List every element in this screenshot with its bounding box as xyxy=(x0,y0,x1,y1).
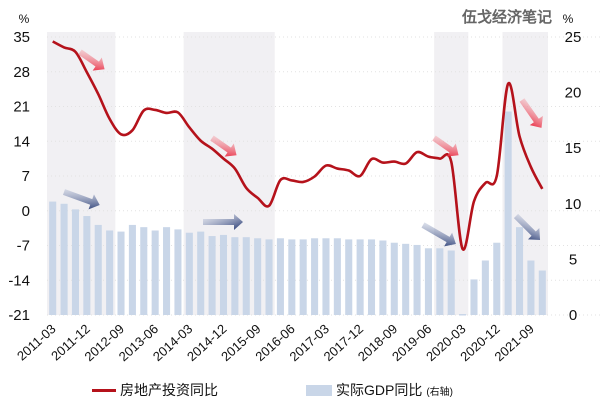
right-unit: % xyxy=(563,12,574,26)
legend-bar-note: (右轴) xyxy=(426,386,454,398)
gdp-bar xyxy=(288,239,296,315)
left-unit: % xyxy=(19,12,30,26)
gdp-bar xyxy=(128,224,136,315)
gdp-bar xyxy=(254,238,262,315)
gdp-bar xyxy=(60,203,68,315)
gdp-bar xyxy=(413,244,421,315)
bar-swatch xyxy=(306,384,332,396)
gdp-bar xyxy=(185,232,193,315)
gdp-bar xyxy=(197,231,205,315)
shaded-period xyxy=(47,32,116,315)
gdp-bar xyxy=(208,236,216,315)
right-axis-tick: 0 xyxy=(569,307,577,324)
gdp-bar xyxy=(527,260,535,315)
gdp-bar xyxy=(163,227,171,315)
gdp-bar xyxy=(402,243,410,315)
left-axis-tick: 35 xyxy=(13,29,30,46)
right-axis-tick: 25 xyxy=(565,29,582,46)
right-axis-tick: 5 xyxy=(569,251,577,268)
gdp-bar xyxy=(447,250,455,315)
gdp-bar xyxy=(94,224,102,315)
gdp-bar xyxy=(151,230,159,315)
red-arrow-icon xyxy=(432,135,459,157)
gdp-bar xyxy=(299,239,307,315)
left-axis-tick: -21 xyxy=(8,307,30,324)
gdp-bar xyxy=(356,239,364,315)
gdp-bar xyxy=(493,242,501,315)
legend-bar: 实际GDP同比 (右轴) xyxy=(306,380,453,400)
red-arrow-icon xyxy=(519,98,543,128)
gdp-bar xyxy=(242,237,250,315)
left-axis-tick: -7 xyxy=(17,238,30,255)
gdp-bar xyxy=(459,314,467,316)
gdp-bar xyxy=(322,238,330,315)
legend-line: 房地产投资同比 xyxy=(92,380,218,400)
navy-arrow-icon xyxy=(513,213,541,241)
legend-line-label: 房地产投资同比 xyxy=(120,382,218,398)
gdp-bar xyxy=(174,229,182,315)
legend-bar-label: 实际GDP同比 xyxy=(336,382,423,398)
gdp-bar xyxy=(345,239,353,315)
left-axis-tick: 21 xyxy=(13,99,30,116)
gdp-bar xyxy=(276,238,284,315)
gdp-bar xyxy=(117,231,125,315)
right-axis-tick: 20 xyxy=(565,85,582,102)
left-axis-tick: -14 xyxy=(8,272,30,289)
right-axis-tick: 10 xyxy=(565,196,582,213)
line-swatch xyxy=(92,388,116,392)
gdp-bar xyxy=(83,216,91,315)
gdp-bar xyxy=(367,239,376,315)
gdp-bar xyxy=(424,248,432,315)
gdp-bar xyxy=(140,227,148,315)
red-arrow-icon xyxy=(78,49,105,71)
gdp-bar xyxy=(470,279,478,315)
gdp-bar xyxy=(106,230,114,315)
gdp-bar xyxy=(390,242,398,315)
left-axis-tick: 28 xyxy=(13,64,30,81)
gdp-bar xyxy=(71,209,79,315)
investment-line xyxy=(52,40,544,251)
left-axis-tick: 14 xyxy=(13,133,30,150)
gdp-bar xyxy=(219,234,228,315)
gdp-bar xyxy=(49,201,57,315)
navy-arrow-icon xyxy=(203,214,243,230)
watermark: 伍戈经济笔记 xyxy=(461,8,552,26)
gdp-bar xyxy=(538,270,546,315)
gdp-bar xyxy=(481,260,489,315)
right-axis-tick: 15 xyxy=(565,140,582,157)
gdp-bar xyxy=(265,239,273,315)
left-axis-tick: 7 xyxy=(22,168,30,185)
gdp-bar xyxy=(379,240,387,315)
left-axis-tick: 0 xyxy=(22,203,30,220)
navy-arrow-icon xyxy=(421,222,456,247)
navy-arrow-icon xyxy=(62,189,100,210)
gdp-bar xyxy=(231,237,239,315)
gdp-bar xyxy=(436,248,444,315)
gdp-bar xyxy=(333,238,341,315)
red-arrow-icon xyxy=(210,135,237,157)
gdp-bar xyxy=(311,238,319,315)
gdp-bar xyxy=(504,111,512,315)
gdp-bar xyxy=(516,227,524,315)
